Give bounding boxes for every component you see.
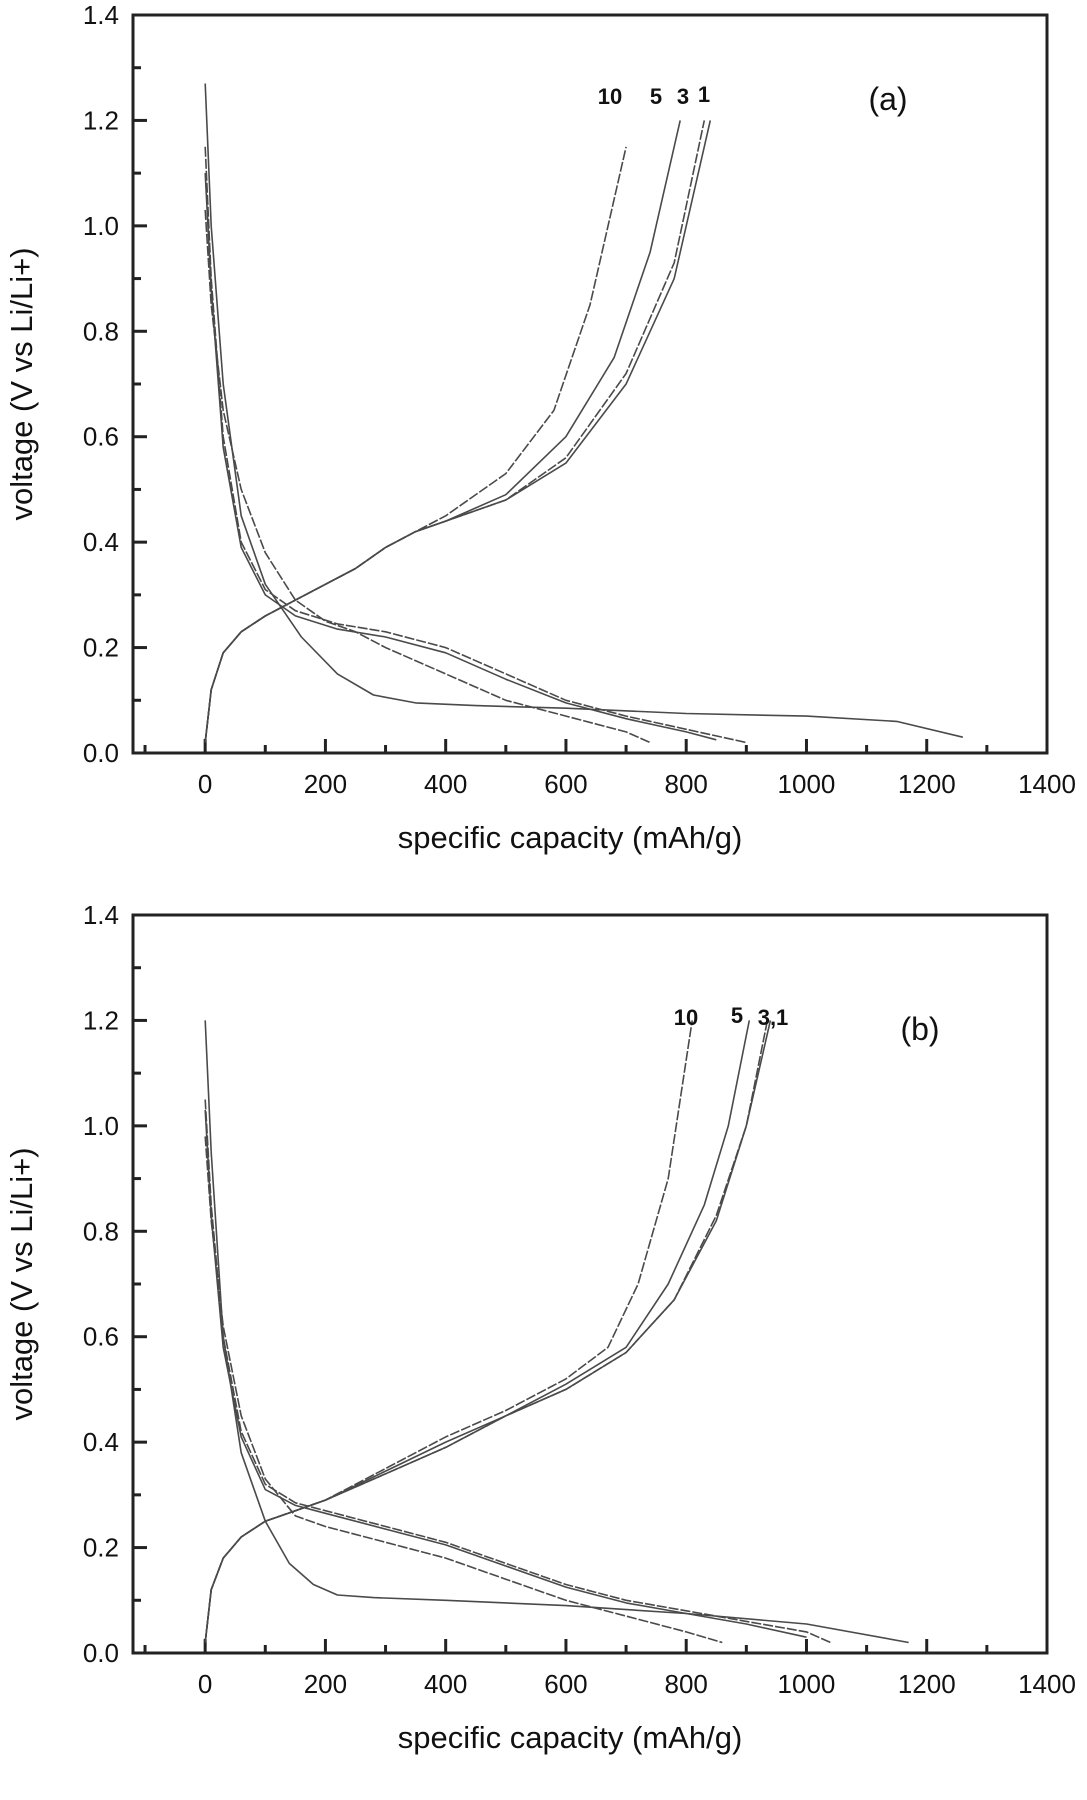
panel-label: (b): [900, 1011, 939, 1047]
curve-label: 10: [598, 84, 622, 109]
data-curve: [204, 146, 747, 744]
data-curve: [204, 120, 712, 743]
data-curve: [204, 1136, 723, 1644]
chart-b-canvas: 0 200 400 600 800 1000 1200 1400 0.0 0.2 0.4 0.6 0.8…: [4, 900, 1076, 1755]
x-tick-label: 400: [424, 1669, 467, 1699]
y-tick-label: 1.4: [83, 900, 119, 930]
data-curve: [204, 120, 681, 743]
data-curve: [204, 120, 706, 743]
y-tick-label: 1.0: [83, 1111, 119, 1141]
curve-label: 5: [650, 84, 662, 109]
x-axis-label: specific capacity (mAh/g): [398, 820, 743, 855]
curve-label: 1: [698, 82, 710, 107]
y-axis-label: voltage (V vs Li/Li+): [4, 247, 39, 520]
y-tick-label: 1.4: [83, 0, 119, 30]
y-axis-label: voltage (V vs Li/Li+): [4, 1147, 39, 1420]
data-curve: [204, 1020, 772, 1643]
data-curve: [204, 1020, 909, 1644]
y-tick-label: 1.2: [83, 105, 119, 135]
x-tick-label: 0: [198, 769, 212, 799]
panel-label: (a): [868, 81, 907, 117]
data-curve: [204, 1020, 751, 1643]
x-tick-label: 1400: [1018, 1669, 1076, 1699]
chart-panel-a: 0 200 400 600 800 1000 1200 1400 0.0 0.2 0.4 0.6 0.8…: [4, 0, 1076, 855]
data-curve: [204, 1099, 831, 1644]
curve-label: 3: [677, 84, 689, 109]
y-tick-label: 0.2: [83, 1533, 119, 1563]
y-tick-label: 0.6: [83, 1322, 119, 1352]
x-tick-label: 1000: [778, 1669, 836, 1699]
x-tick-label: 600: [544, 1669, 587, 1699]
plot-frame: [131, 13, 1049, 755]
data-curve: [204, 209, 651, 744]
x-tick-label: 400: [424, 769, 467, 799]
curve-label: 5: [731, 1003, 743, 1028]
y-tick-label: 1.0: [83, 211, 119, 241]
x-tick-label: 1000: [778, 769, 836, 799]
x-tick-label: 800: [665, 769, 708, 799]
y-tick-label: 0.4: [83, 527, 119, 557]
x-tick-label: 600: [544, 769, 587, 799]
x-tick-label: 1200: [898, 1669, 956, 1699]
x-tick-label: 1400: [1018, 769, 1076, 799]
x-tick-label: 1200: [898, 769, 956, 799]
x-tick-label: 200: [304, 769, 347, 799]
curve-label: 3,1: [758, 1005, 789, 1030]
y-tick-label: 0.6: [83, 422, 119, 452]
data-curve: [204, 1020, 693, 1643]
y-tick-label: 0.4: [83, 1427, 119, 1457]
data-curve: [204, 1109, 807, 1638]
x-tick-label: 200: [304, 1669, 347, 1699]
chart-panel-b: 0 200 400 600 800 1000 1200 1400 0.0 0.2 0.4 0.6 0.8…: [0, 900, 1087, 1800]
chart-a-canvas: 0 200 400 600 800 1000 1200 1400 0.0 0.2 0.4 0.6 0.8…: [4, 0, 1076, 855]
y-tick-label: 0.0: [83, 738, 119, 768]
data-curve: [204, 173, 717, 741]
data-curve: [204, 146, 627, 743]
y-tick-label: 0.8: [83, 1216, 119, 1246]
x-tick-label: 800: [665, 1669, 708, 1699]
y-tick-label: 0.0: [83, 1638, 119, 1668]
data-curve: [204, 1020, 769, 1643]
curve-label: 10: [674, 1005, 698, 1030]
x-axis-label: specific capacity (mAh/g): [398, 1720, 743, 1755]
y-tick-label: 1.2: [83, 1005, 119, 1035]
data-curve: [204, 83, 963, 738]
y-tick-label: 0.2: [83, 633, 119, 663]
y-tick-label: 0.8: [83, 316, 119, 346]
x-tick-label: 0: [198, 1669, 212, 1699]
